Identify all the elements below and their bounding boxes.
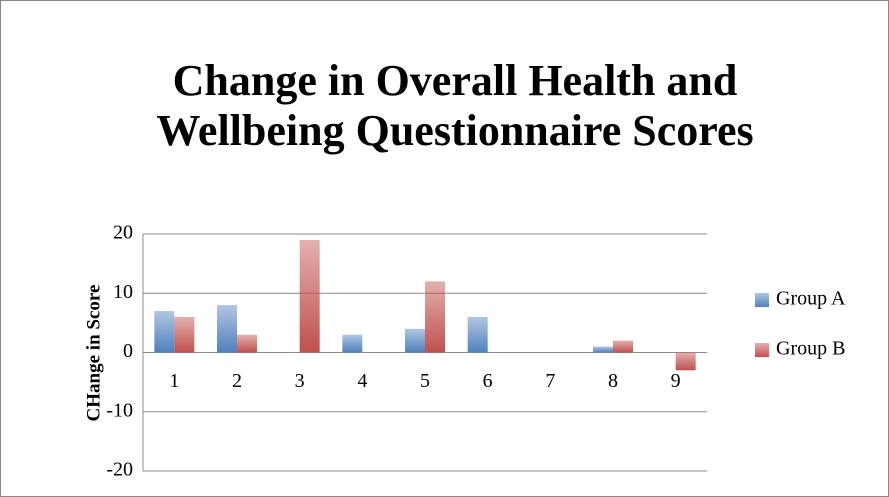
legend-swatch [755,293,769,307]
bar [425,281,445,353]
bar [405,328,425,353]
chart-title: Change in Overall Health and Wellbeing Q… [156,56,754,155]
x-tick-label: 8 [608,370,618,392]
x-tick-label: 1 [169,370,179,392]
y-tick-label: 20 [113,222,133,244]
x-tick-label: 9 [671,370,681,392]
bar [237,334,257,353]
y-axis-label: CHange in Score [83,285,104,422]
bar [593,346,613,353]
bar [342,334,363,353]
bar [217,305,237,353]
bar [299,239,320,353]
legend-label: Group B [776,338,845,360]
y-tick-label: 10 [113,281,133,303]
x-tick-label: 4 [357,370,367,392]
bar [174,316,195,353]
x-tick-label: 2 [232,370,242,392]
bar [613,340,633,353]
y-tick-label: -10 [106,399,133,421]
x-tick-label: 7 [545,370,555,392]
x-tick-label: 5 [420,370,430,392]
x-tick-label: 3 [295,370,305,392]
legend-swatch [755,343,769,357]
bar [154,311,175,353]
x-tick-label: 6 [483,370,493,392]
bar [675,352,696,371]
y-tick-label: -20 [106,459,133,481]
legend-label: Group A [776,288,846,310]
bar [467,316,488,353]
y-tick-label: 0 [123,340,133,362]
